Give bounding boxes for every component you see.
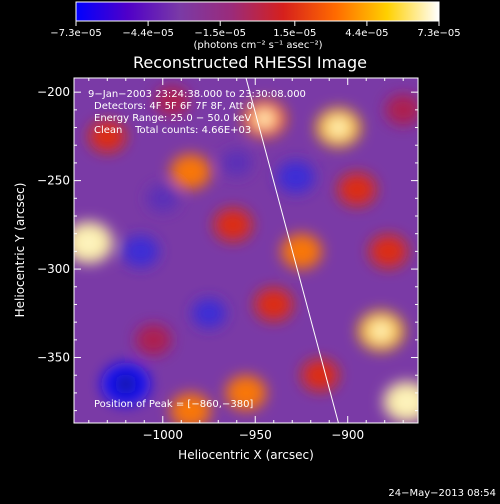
heatmap-blob bbox=[385, 94, 418, 126]
x-axis-label: Heliocentric X (arcsec) bbox=[178, 448, 314, 462]
heatmap-blob bbox=[213, 208, 253, 242]
y-axis-label: Heliocentric Y (arcsec) bbox=[13, 183, 27, 318]
heatmap-image bbox=[74, 86, 418, 423]
heatmap-blob bbox=[170, 154, 211, 190]
peak-position-label: Position of Peak = [−860,−380] bbox=[94, 399, 253, 410]
heatmap-blob bbox=[170, 392, 211, 423]
y-tick-label: −200 bbox=[37, 85, 70, 99]
annotation-clean-counts: Clean Total counts: 4.66E+03 bbox=[94, 125, 251, 136]
colorbar-tick-label: −7.3e−05 bbox=[50, 28, 102, 39]
heatmap-blob-core bbox=[114, 373, 138, 395]
colorbar-tick-label: 7.3e−05 bbox=[417, 28, 460, 39]
plot-area: −1000 −950 −900 −200 −250 −300 −350 bbox=[37, 77, 419, 442]
plot-frame bbox=[73, 77, 419, 424]
heatmap-blob-core bbox=[254, 109, 275, 129]
footer-timestamp: 24−May−2013 08:54 bbox=[388, 488, 496, 499]
colorbar: −7.3e−05 −4.4e−05 −1.5e−05 1.5e−05 4.4e−05 7.… bbox=[50, 1, 461, 51]
chart-title: Reconstructed RHESSI Image bbox=[133, 53, 367, 72]
limb-line bbox=[245, 77, 339, 424]
colorbar-label: (photons cm⁻² s⁻¹ asec⁻²) bbox=[193, 40, 322, 51]
heatmap-blob bbox=[135, 324, 172, 356]
colorbar-tick-label: 1.5e−05 bbox=[273, 28, 316, 39]
heatmap-blob bbox=[154, 86, 190, 116]
colorbar-tick-label: −4.4e−05 bbox=[122, 28, 174, 39]
heatmap-blob-core bbox=[395, 391, 418, 412]
heatmap-blob-core bbox=[370, 321, 392, 341]
heatmap-blob bbox=[225, 375, 267, 411]
annotation-time-range: 9−Jan−2003 23:24:38.000 to 23:30:08.000 bbox=[88, 89, 306, 100]
heatmap-blob bbox=[146, 184, 179, 213]
heatmap-blob bbox=[88, 120, 126, 153]
y-tick-label: −300 bbox=[37, 262, 70, 276]
heatmap-blob-core bbox=[77, 232, 101, 254]
heatmap-blob bbox=[276, 160, 316, 194]
heatmap-blob bbox=[301, 359, 339, 392]
heatmap-blob bbox=[369, 234, 408, 268]
colorbar-ticks: −7.3e−05 −4.4e−05 −1.5e−05 1.5e−05 4.4e−05 7.… bbox=[50, 21, 461, 39]
annotation-detectors: Detectors: 4F 5F 6F 7F 8F, Att 0 bbox=[94, 101, 253, 112]
heatmap-blob bbox=[281, 233, 322, 270]
y-tick-label: −250 bbox=[37, 174, 70, 188]
heatmap-blob bbox=[254, 287, 293, 322]
heatmap-blob-core bbox=[327, 117, 350, 138]
x-tick-label: −900 bbox=[331, 428, 364, 442]
x-axis-ticks: −1000 −950 −900 bbox=[88, 78, 404, 442]
annotation-block: 9−Jan−2003 23:24:38.000 to 23:30:08.000 … bbox=[88, 89, 306, 410]
x-tick-label: −950 bbox=[239, 428, 272, 442]
annotation-energy-range: Energy Range: 25.0 − 50.0 keV bbox=[94, 113, 251, 124]
heatmap-blob bbox=[191, 298, 227, 329]
y-tick-label: −350 bbox=[37, 351, 70, 365]
y-axis-ticks: −200 −250 −300 −350 bbox=[37, 85, 418, 412]
heatmap-blob bbox=[122, 235, 160, 268]
colorbar-tick-label: 4.4e−05 bbox=[345, 28, 388, 39]
colorbar-gradient bbox=[75, 1, 440, 22]
heatmap-blob bbox=[221, 149, 253, 177]
heatmap-blob bbox=[337, 172, 377, 207]
colorbar-tick-label: −1.5e−05 bbox=[194, 28, 246, 39]
x-tick-label: −1000 bbox=[142, 428, 183, 442]
